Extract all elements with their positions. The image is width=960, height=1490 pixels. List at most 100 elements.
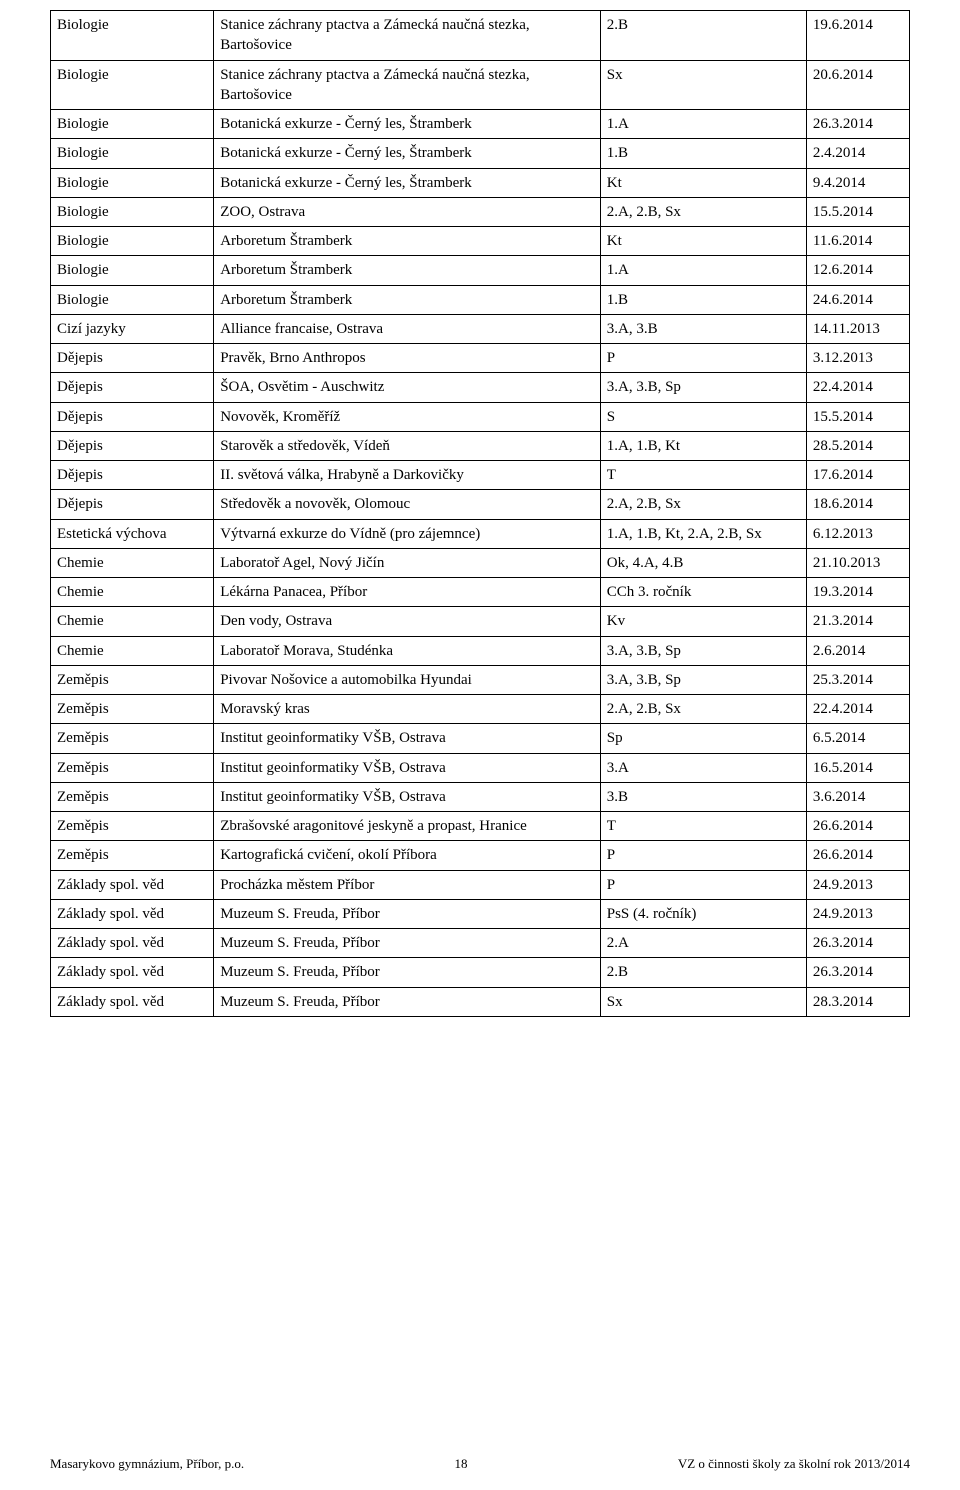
footer-left: Masarykovo gymnázium, Příbor, p.o.	[50, 1456, 244, 1472]
table-cell: 24.6.2014	[806, 285, 909, 314]
table-cell: 2.4.2014	[806, 139, 909, 168]
table-cell: Dějepis	[51, 490, 214, 519]
table-cell: Moravský kras	[214, 695, 601, 724]
table-row: BiologieZOO, Ostrava2.A, 2.B, Sx15.5.201…	[51, 197, 910, 226]
table-cell: Kartografická cvičení, okolí Příbora	[214, 841, 601, 870]
table-cell: 25.3.2014	[806, 665, 909, 694]
table-cell: Zbrašovské aragonitové jeskyně a propast…	[214, 812, 601, 841]
table-cell: Zeměpis	[51, 841, 214, 870]
table-cell: 6.12.2013	[806, 519, 909, 548]
footer-page-number: 18	[454, 1456, 467, 1472]
table-cell: 19.3.2014	[806, 578, 909, 607]
table-cell: Zeměpis	[51, 812, 214, 841]
table-cell: Institut geoinformatiky VŠB, Ostrava	[214, 724, 601, 753]
table-row: BiologieArboretum ŠtramberkKt11.6.2014	[51, 227, 910, 256]
table-cell: Zeměpis	[51, 753, 214, 782]
table-cell: 3.A, 3.B	[600, 314, 806, 343]
table-cell: Arboretum Štramberk	[214, 227, 601, 256]
table-row: ChemieLékárna Panacea, PříborCCh 3. ročn…	[51, 578, 910, 607]
table-cell: Zeměpis	[51, 665, 214, 694]
table-cell: 2.B	[600, 11, 806, 61]
table-cell: Alliance francaise, Ostrava	[214, 314, 601, 343]
table-cell: 21.3.2014	[806, 607, 909, 636]
table-cell: 16.5.2014	[806, 753, 909, 782]
table-cell: Dějepis	[51, 461, 214, 490]
table-cell: Základy spol. věd	[51, 870, 214, 899]
table-cell: PsS (4. ročník)	[600, 899, 806, 928]
table-cell: Estetická výchova	[51, 519, 214, 548]
table-cell: Stanice záchrany ptactva a Zámecká naučn…	[214, 11, 601, 61]
table-cell: 26.3.2014	[806, 958, 909, 987]
table-row: BiologieBotanická exkurze - Černý les, Š…	[51, 139, 910, 168]
table-cell: Laboratoř Morava, Studénka	[214, 636, 601, 665]
table-cell: Kt	[600, 227, 806, 256]
table-cell: 26.3.2014	[806, 929, 909, 958]
table-cell: Základy spol. věd	[51, 987, 214, 1016]
table-cell: Institut geoinformatiky VŠB, Ostrava	[214, 753, 601, 782]
table-cell: 18.6.2014	[806, 490, 909, 519]
table-cell: Lékárna Panacea, Příbor	[214, 578, 601, 607]
table-cell: II. světová válka, Hrabyně a Darkovičky	[214, 461, 601, 490]
table-cell: Stanice záchrany ptactva a Zámecká naučn…	[214, 60, 601, 110]
table-cell: Botanická exkurze - Černý les, Štramberk	[214, 168, 601, 197]
table-cell: Biologie	[51, 168, 214, 197]
table-row: BiologieStanice záchrany ptactva a Zámec…	[51, 11, 910, 61]
table-cell: 15.5.2014	[806, 402, 909, 431]
table-cell: 14.11.2013	[806, 314, 909, 343]
table-cell: Sx	[600, 987, 806, 1016]
footer-right: VZ o činnosti školy za školní rok 2013/2…	[678, 1456, 910, 1472]
table-cell: ŠOA, Osvětim - Auschwitz	[214, 373, 601, 402]
table-cell: Laboratoř Agel, Nový Jičín	[214, 548, 601, 577]
table-row: DějepisNovověk, KroměřížS15.5.2014	[51, 402, 910, 431]
table-row: BiologieBotanická exkurze - Černý les, Š…	[51, 110, 910, 139]
table-cell: 2.A	[600, 929, 806, 958]
table-cell: 2.A, 2.B, Sx	[600, 695, 806, 724]
table-cell: 26.3.2014	[806, 110, 909, 139]
table-cell: 1.B	[600, 285, 806, 314]
table-cell: Muzeum S. Freuda, Příbor	[214, 929, 601, 958]
table-cell: 3.A, 3.B, Sp	[600, 636, 806, 665]
table-row: Základy spol. vědMuzeum S. Freuda, Příbo…	[51, 899, 910, 928]
table-cell: ZOO, Ostrava	[214, 197, 601, 226]
table-cell: Kv	[600, 607, 806, 636]
table-cell: Zeměpis	[51, 695, 214, 724]
table-cell: 1.A, 1.B, Kt	[600, 431, 806, 460]
table-cell: Biologie	[51, 139, 214, 168]
table-cell: Biologie	[51, 60, 214, 110]
table-cell: Pravěk, Brno Anthropos	[214, 344, 601, 373]
table-cell: 3.6.2014	[806, 782, 909, 811]
table-cell: 22.4.2014	[806, 695, 909, 724]
table-cell: Starověk a středověk, Vídeň	[214, 431, 601, 460]
table-row: ChemieLaboratoř Morava, Studénka3.A, 3.B…	[51, 636, 910, 665]
table-row: Estetická výchovaVýtvarná exkurze do Víd…	[51, 519, 910, 548]
table-cell: T	[600, 461, 806, 490]
table-row: Základy spol. vědMuzeum S. Freuda, Příbo…	[51, 987, 910, 1016]
table-cell: Dějepis	[51, 431, 214, 460]
table-cell: 11.6.2014	[806, 227, 909, 256]
table-cell: 20.6.2014	[806, 60, 909, 110]
table-cell: Procházka městem Příbor	[214, 870, 601, 899]
table-cell: 26.6.2014	[806, 812, 909, 841]
table-cell: P	[600, 841, 806, 870]
table-cell: Chemie	[51, 548, 214, 577]
table-cell: 6.5.2014	[806, 724, 909, 753]
table-cell: P	[600, 344, 806, 373]
table-row: BiologieStanice záchrany ptactva a Zámec…	[51, 60, 910, 110]
table-cell: 15.5.2014	[806, 197, 909, 226]
table-cell: Biologie	[51, 110, 214, 139]
table-cell: Novověk, Kroměříž	[214, 402, 601, 431]
table-cell: 28.5.2014	[806, 431, 909, 460]
table-cell: 3.12.2013	[806, 344, 909, 373]
table-cell: 1.B	[600, 139, 806, 168]
table-row: DějepisŠOA, Osvětim - Auschwitz3.A, 3.B,…	[51, 373, 910, 402]
table-row: DějepisII. světová válka, Hrabyně a Dark…	[51, 461, 910, 490]
table-cell: Zeměpis	[51, 782, 214, 811]
table-cell: Muzeum S. Freuda, Příbor	[214, 987, 601, 1016]
table-cell: 3.A, 3.B, Sp	[600, 373, 806, 402]
table-cell: 28.3.2014	[806, 987, 909, 1016]
table-cell: Středověk a novověk, Olomouc	[214, 490, 601, 519]
table-row: DějepisStarověk a středověk, Vídeň1.A, 1…	[51, 431, 910, 460]
table-cell: 24.9.2013	[806, 899, 909, 928]
table-row: ZeměpisInstitut geoinformatiky VŠB, Ostr…	[51, 782, 910, 811]
excursions-table: BiologieStanice záchrany ptactva a Zámec…	[50, 10, 910, 1017]
